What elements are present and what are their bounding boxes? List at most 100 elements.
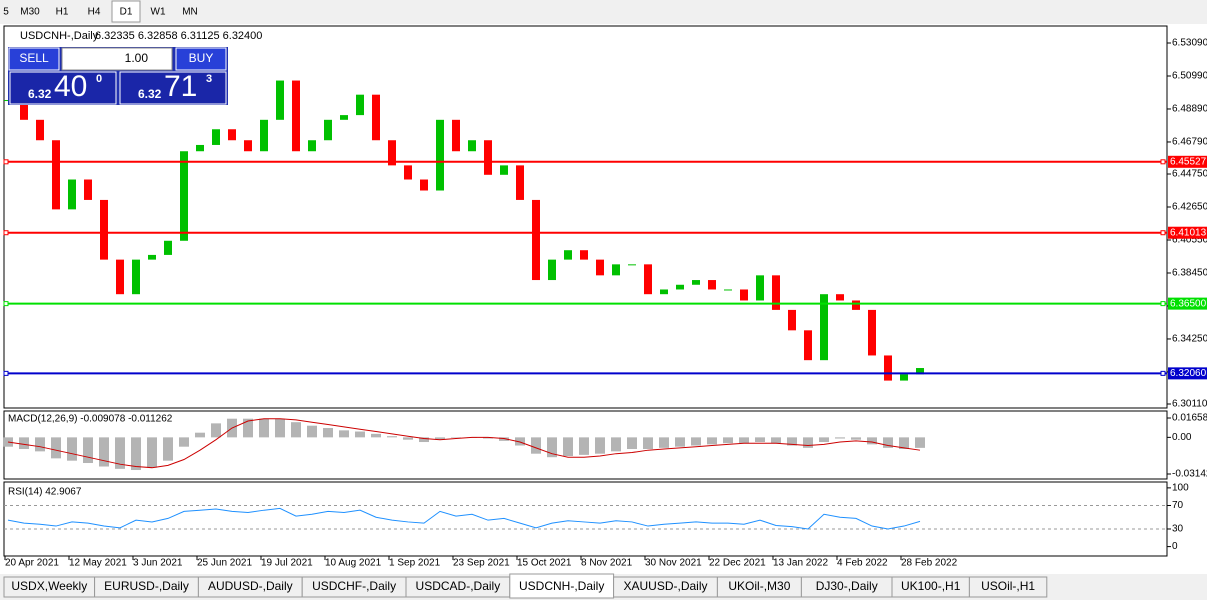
macd-label: MACD(12,26,9) -0.009078 -0.011262 [8,414,173,425]
macd-bar [819,437,829,443]
buy-button[interactable] [175,47,227,71]
timeframe-button[interactable]: MN [182,7,198,18]
rsi-tick-label: 30 [1172,524,1184,535]
date-label: 28 Feb 2022 [901,558,958,569]
candle [388,140,396,166]
candle [100,199,108,260]
macd-bar [195,432,205,438]
candle [20,100,28,120]
sell-button[interactable] [8,47,60,71]
candle [516,165,524,200]
sell-price-pips[interactable]: 40 [54,70,87,103]
price-tick-label: 6.50990 [1172,71,1207,82]
candle [596,259,604,276]
macd-bar [179,437,189,447]
rsi-tick-label: 100 [1172,483,1189,494]
tab-active[interactable] [509,573,615,599]
lot-value[interactable]: 1.00 [125,51,149,65]
tab-label[interactable]: XAUUSD-,Daily [623,579,707,593]
candle [708,280,716,290]
timeframe-button[interactable]: W1 [151,7,166,18]
macd-bar [547,437,557,458]
tab-label[interactable]: DJ30-,Daily [816,579,878,593]
macd-bar [243,418,253,438]
macd-bar [99,437,109,467]
date-label: 3 Jun 2021 [133,558,183,569]
macd-bar [291,422,301,438]
candle [212,129,220,145]
timeframe-button[interactable]: D1 [120,7,133,18]
macd-bar [899,437,909,450]
candle [436,119,444,191]
macd-bar [659,437,669,448]
macd-bar [483,437,493,439]
buy-price-pips[interactable]: 71 [164,70,197,103]
candle [372,94,380,141]
buy-text[interactable]: BUY [189,51,214,65]
candle [628,264,636,266]
tab-label[interactable]: USDCNH-,Daily [519,579,604,593]
candle [324,119,332,141]
candle [644,264,652,295]
tab-label[interactable]: USDCHF-,Daily [312,579,396,593]
price-tick-label: 6.53090 [1172,38,1207,49]
buy-price-frac[interactable]: 3 [206,73,212,85]
candle [36,119,44,141]
toolbar [0,0,1207,24]
tab[interactable] [968,576,1048,598]
price-tick-label: 6.34250 [1172,334,1207,345]
macd-bar [35,437,45,452]
lot-box[interactable] [61,47,173,71]
level-handle [1160,159,1166,165]
candle [676,284,684,290]
macd-bar [611,437,621,452]
date-label: 13 Jan 2022 [773,558,828,569]
tab-label[interactable]: EURUSD-,Daily [104,579,189,593]
candle [660,289,668,295]
buy-price-big[interactable]: 6.32 [138,87,162,101]
candle [420,179,428,191]
macd-bar [115,437,125,469]
sell-price-box[interactable] [9,71,117,105]
candle [692,280,700,285]
level-label-box [1168,367,1207,380]
candle [756,275,764,301]
candle [452,119,460,152]
date-label: 1 Sep 2021 [389,558,441,569]
level-handle [3,301,9,307]
tab-label[interactable]: UKOil-,M30 [728,579,790,593]
tab-label[interactable]: USDCAD-,Daily [416,579,501,593]
candle [68,179,76,210]
macd-bar [643,437,653,450]
level-label: 6.41013 [1170,227,1207,238]
candle [548,259,556,281]
rsi-line [7,507,921,530]
tab-label[interactable]: UK100-,H1 [901,579,961,593]
candle [228,129,236,141]
date-label: 15 Oct 2021 [517,558,572,569]
date-label: 4 Feb 2022 [837,558,888,569]
tab-label[interactable]: USDX,Weekly [11,579,87,593]
level-label: 6.32060 [1170,368,1207,379]
price-tick-label: 6.38450 [1172,268,1207,279]
tab-label[interactable]: USOil-,H1 [981,579,1035,593]
macd-bar [435,437,445,440]
sell-price-big[interactable]: 6.32 [28,87,52,101]
price-tick-label: 6.42650 [1172,202,1207,213]
timeframe-button[interactable]: H1 [56,7,69,18]
timeframe-button[interactable]: 5 [3,7,9,18]
candle [292,80,300,152]
macd-bar [355,431,365,438]
timeframe-button[interactable]: H4 [88,7,101,18]
sell-price-frac[interactable]: 0 [96,73,102,85]
level-label-box [1168,297,1207,310]
macd-bar [67,437,77,461]
buy-price-box[interactable] [119,71,227,105]
macd-bar [787,437,797,446]
tab-label[interactable]: AUDUSD-,Daily [208,579,293,593]
candle [900,374,908,381]
macd-bar [915,437,925,448]
sell-text[interactable]: SELL [19,51,49,65]
timeframe-button[interactable]: M30 [20,7,40,18]
